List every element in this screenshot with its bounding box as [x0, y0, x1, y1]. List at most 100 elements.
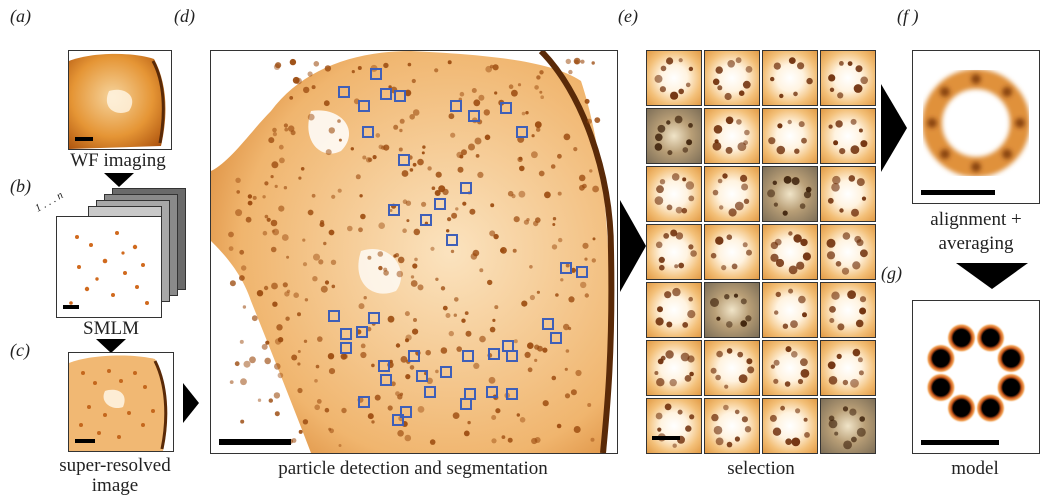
- particle-dot: [435, 277, 439, 281]
- cell-blob: [726, 348, 733, 354]
- cell-blob: [688, 296, 693, 302]
- selection-cell: [762, 50, 818, 106]
- particle-dot: [314, 404, 320, 411]
- particle-dot: [367, 255, 372, 260]
- smlm-front-frame: [56, 216, 162, 318]
- particle-dot: [405, 338, 409, 343]
- particle-dot: [371, 363, 375, 368]
- particle-dot: [490, 203, 495, 208]
- cell-blob: [672, 287, 681, 297]
- particle-dot: [302, 238, 306, 242]
- particle-dot: [489, 230, 496, 237]
- particle-dot: [584, 257, 588, 261]
- particle-dot: [590, 437, 595, 442]
- particle-dot: [536, 127, 541, 132]
- particle-dot: [263, 285, 269, 291]
- wf-image-graphic: [69, 53, 166, 149]
- particle-dot: [351, 70, 355, 74]
- model-subunit-blob: [975, 393, 1006, 424]
- particle-dot: [557, 191, 562, 196]
- model-subunit-blob: [925, 343, 956, 374]
- caption-wf-imaging: WF imaging: [70, 150, 166, 171]
- detection-box: [500, 102, 512, 114]
- selection-cell-graphic: [769, 405, 810, 447]
- cell-blob: [805, 186, 812, 193]
- cell-blob: [716, 350, 723, 358]
- particle-dot: [470, 253, 478, 260]
- cell-blob: [842, 406, 849, 412]
- particle-dot: [412, 109, 420, 116]
- cell-blob: [853, 84, 863, 93]
- particle-dot: [401, 170, 409, 177]
- particle-dot: [534, 121, 542, 129]
- cell-blob: [666, 120, 671, 125]
- cell-blob: [777, 123, 783, 129]
- particle-dot: [273, 392, 281, 399]
- cell-blob: [734, 436, 740, 442]
- particle-dot: [564, 367, 568, 371]
- cell-blob: [745, 66, 753, 73]
- particle-dot: [239, 339, 244, 344]
- cell-blob: [744, 426, 752, 433]
- cell-blob: [837, 323, 845, 331]
- particle-dot: [383, 267, 388, 272]
- cell-blob: [747, 366, 755, 374]
- cell-blob: [828, 415, 835, 422]
- cell-blob: [710, 252, 717, 259]
- ring-subunit-blob: [1002, 149, 1013, 160]
- arrow-down-a-to-b: [104, 173, 134, 187]
- cell-blob: [788, 265, 798, 275]
- particle-dot: [271, 282, 278, 290]
- cell-blob: [656, 378, 665, 387]
- wf-image: [68, 50, 172, 150]
- cell-blob: [851, 208, 859, 217]
- particle-dot: [430, 246, 435, 251]
- particle-dot: [243, 360, 251, 368]
- particle-dot: [295, 77, 302, 85]
- selection-cell-graphic: [712, 57, 753, 101]
- particle-dot: [440, 286, 446, 291]
- cell-blob: [779, 93, 784, 99]
- caption-alignment-averaging: alignment + averaging: [900, 208, 1052, 256]
- cell-blob: [725, 116, 734, 125]
- cell-blob: [850, 118, 857, 125]
- particle-dot: [518, 190, 526, 198]
- particle-dot: [377, 251, 384, 257]
- particle-dot: [405, 374, 411, 380]
- particle-dot: [307, 71, 313, 77]
- particle-dot: [316, 399, 322, 404]
- particle-dot: [304, 298, 309, 302]
- particle-dot: [529, 265, 533, 269]
- particle-dot: [551, 375, 557, 381]
- particle-dot: [268, 137, 275, 144]
- particle-dot: [555, 293, 559, 297]
- detection-box: [416, 370, 428, 382]
- cell-blob: [688, 244, 694, 250]
- scale-bar-c: [75, 439, 95, 443]
- detection-box: [340, 342, 352, 354]
- super-resolved-image: [68, 352, 174, 452]
- cell-blob: [826, 238, 836, 248]
- cell-blob: [791, 177, 800, 186]
- cell-blob: [722, 173, 728, 179]
- particle-dot: [397, 256, 405, 264]
- cell-blob: [741, 183, 749, 191]
- particle-dot: [565, 349, 570, 353]
- particle-dot: [421, 151, 425, 155]
- cell-blob: [798, 295, 806, 304]
- particle-dot: [338, 138, 342, 142]
- cell-blob: [721, 265, 727, 271]
- particle-dot: [445, 313, 451, 318]
- particle-dot: [478, 94, 485, 101]
- detection-box: [420, 214, 432, 226]
- particle-dot: [591, 258, 596, 263]
- cell-blob: [770, 253, 779, 262]
- cell-blob: [794, 148, 800, 154]
- particle-dot: [558, 237, 563, 243]
- cell-blob: [678, 88, 684, 95]
- detection-box: [560, 262, 572, 274]
- particle-dot: [358, 227, 363, 233]
- particle-detection-image: [210, 50, 618, 454]
- particle-dot: [331, 194, 336, 199]
- cell-blob: [775, 258, 785, 268]
